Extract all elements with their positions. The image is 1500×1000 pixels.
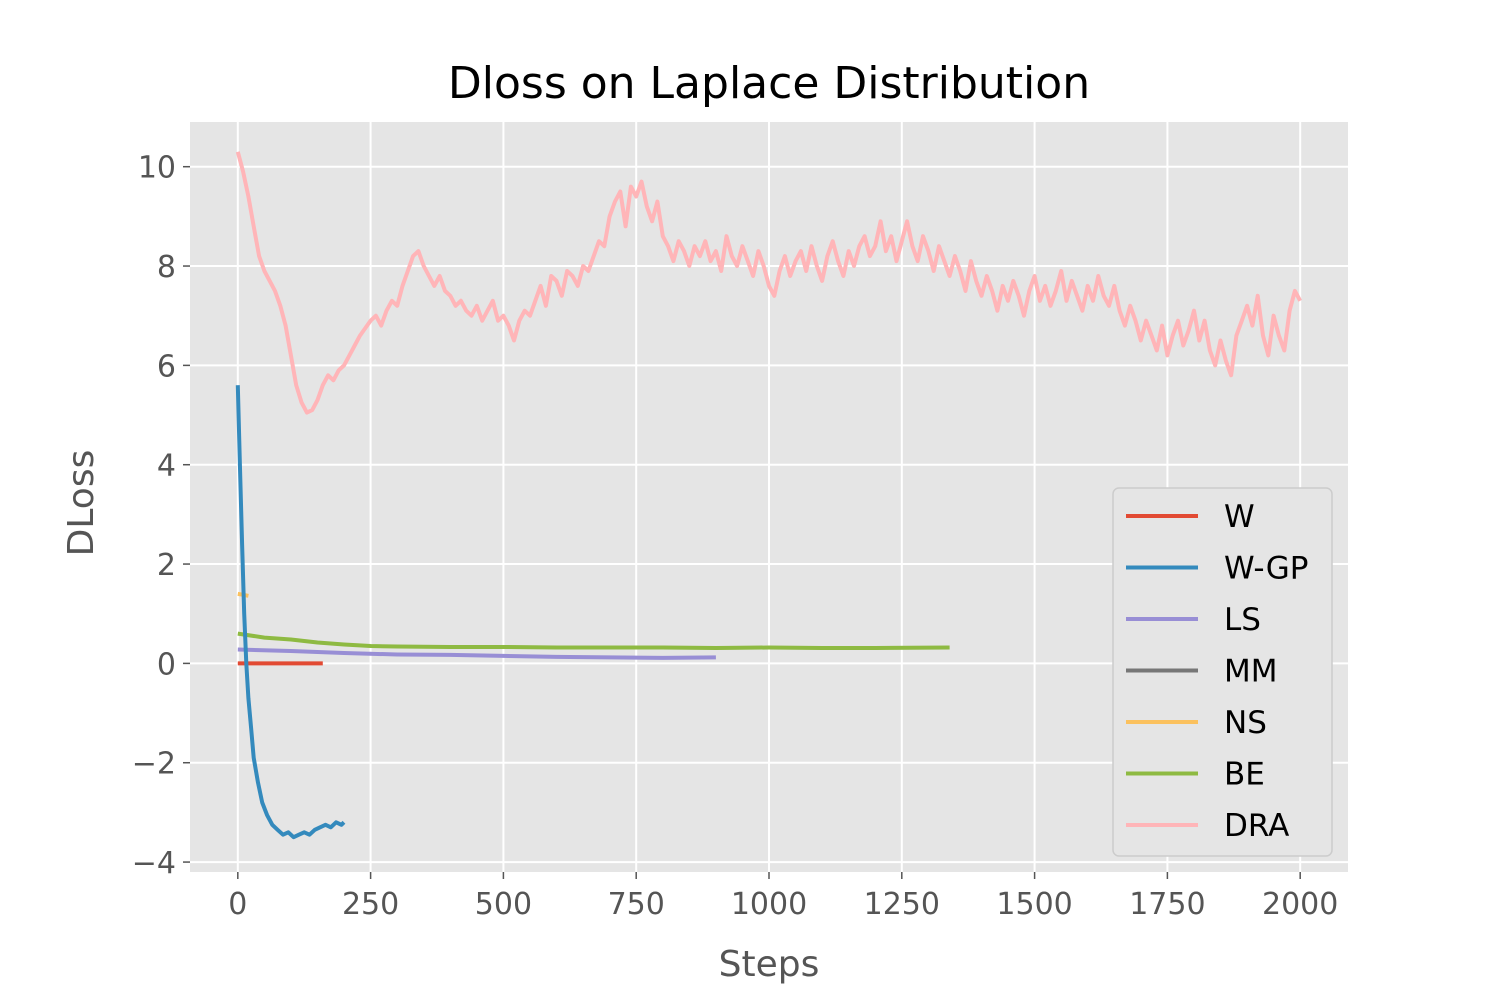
y-tick-label: 10	[138, 151, 176, 186]
x-tick-label: 1750	[1129, 887, 1205, 922]
x-tick-label: 1250	[864, 887, 940, 922]
series-line-be	[237, 631, 950, 650]
x-tick-label: 500	[475, 887, 532, 922]
y-axis-label: DLoss	[61, 450, 102, 557]
y-tick-label: 0	[157, 647, 176, 682]
series-lines	[235, 151, 1302, 840]
series-line-dra	[235, 151, 1302, 415]
legend-label-dra: DRA	[1224, 808, 1289, 844]
x-tick-label: 2000	[1262, 887, 1338, 922]
y-tick-label: −4	[132, 846, 176, 881]
y-tick-label: 8	[157, 250, 176, 285]
y-tick-label: 4	[157, 449, 176, 484]
x-axis-label: Steps	[719, 944, 820, 985]
legend-label-ls: LS	[1224, 602, 1261, 638]
series-line-w-gp	[235, 385, 346, 840]
x-tick-label: 750	[608, 887, 665, 922]
x-tick-label: 0	[228, 887, 247, 922]
y-tick-label: −2	[132, 747, 176, 782]
legend-label-w: W	[1224, 499, 1255, 535]
series-line-ls	[237, 647, 716, 660]
y-tick-label: 6	[157, 349, 176, 384]
ticks: 0 250 500 750 1000 1250 1500 1750 2000 −4 −2 0 2 4 6 8 1…	[132, 151, 1339, 922]
x-tick-label: 1500	[996, 887, 1072, 922]
legend-frame	[1112, 487, 1333, 857]
legend-label-mm: MM	[1224, 654, 1278, 690]
legend-label-w-gp: W-GP	[1224, 551, 1308, 587]
legend-label-ns: NS	[1224, 705, 1267, 741]
legend-label-be: BE	[1224, 757, 1265, 793]
x-tick-label: 250	[342, 887, 399, 922]
x-tick-label: 1000	[731, 887, 807, 922]
y-tick-label: 2	[157, 548, 176, 583]
chart-title: Dloss on Laplace Distribution	[448, 58, 1090, 109]
legend: W W-GP LS MM NS BE DRA	[1112, 487, 1333, 857]
